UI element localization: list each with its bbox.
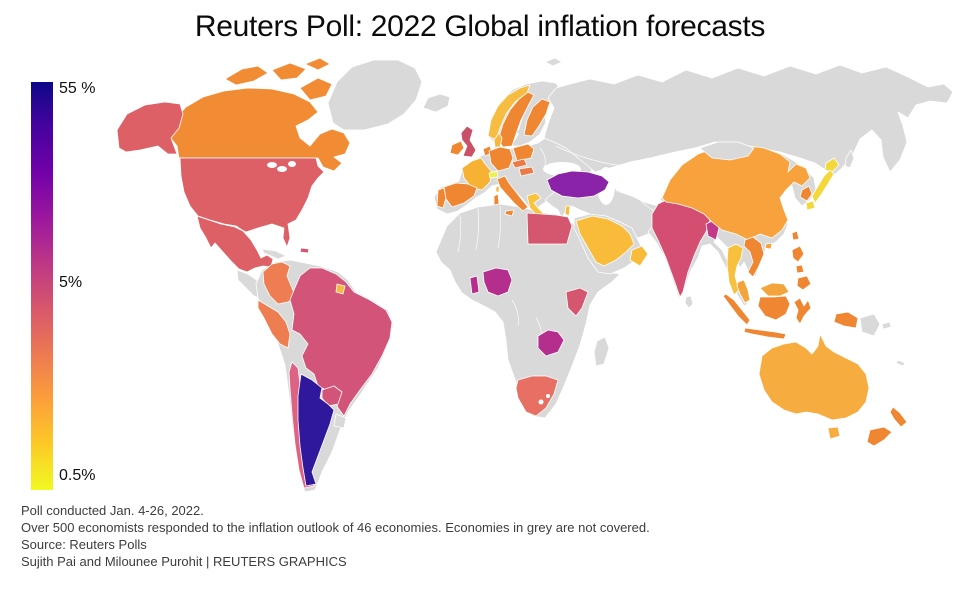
footnote-poll-dates: Poll conducted Jan. 4-26, 2022. xyxy=(21,503,204,518)
landmass-iceland xyxy=(422,93,451,113)
landmass-sri-lanka xyxy=(684,295,694,309)
map-country-kenya xyxy=(565,287,589,317)
covered-countries-layer xyxy=(116,57,908,489)
map-country-new-zealand-south xyxy=(866,426,893,447)
map-country-malaysia-borneo xyxy=(759,282,790,297)
map-country-czechia xyxy=(511,158,528,169)
landmass-new-britain xyxy=(881,321,892,330)
map-country-thailand xyxy=(726,243,744,296)
map-country-denmark xyxy=(493,132,503,148)
map-country-saudi-arabia xyxy=(575,215,635,267)
map-country-greece xyxy=(526,192,545,217)
map-country-paraguay xyxy=(321,385,343,407)
map-country-ireland xyxy=(449,140,465,156)
map-country-germany xyxy=(488,146,514,172)
map-country-corsica xyxy=(495,185,500,193)
sea-great-lakes-3 xyxy=(288,161,296,167)
map-overlay-layer xyxy=(267,141,755,429)
sea-aral xyxy=(630,167,638,177)
map-country-uk xyxy=(460,125,477,158)
footnote-credits: Sujith Pai and Milounee Purohit | REUTER… xyxy=(21,554,347,569)
map-country-tasmania xyxy=(827,426,841,440)
map-country-japan-kyushu xyxy=(805,200,816,211)
map-country-nigeria xyxy=(482,267,513,297)
footnote-source: Source: Reuters Polls xyxy=(21,537,147,552)
map-country-indonesia-sulawesi xyxy=(793,297,812,325)
map-country-japan-hokkaido xyxy=(824,157,840,173)
map-country-sweden xyxy=(497,91,535,148)
landmass-greenland xyxy=(327,59,423,131)
map-country-norway xyxy=(487,84,531,141)
map-country-south-korea xyxy=(799,185,813,202)
landmass-papua-new-guinea xyxy=(859,313,881,337)
map-country-japan-honshu xyxy=(811,169,835,204)
landmass-eswatini xyxy=(546,394,550,398)
map-country-indonesia-sumatra xyxy=(722,293,751,326)
landmass-lesotho xyxy=(538,399,544,405)
map-country-australia xyxy=(758,333,870,421)
map-country-south-africa xyxy=(515,375,559,417)
landmass-uruguay xyxy=(333,413,347,429)
page-title: Reuters Poll: 2022 Global inflation fore… xyxy=(194,10,766,43)
map-country-turkey xyxy=(546,170,610,199)
landmass-madagascar xyxy=(593,336,610,367)
map-country-poland xyxy=(512,143,535,162)
map-country-indonesia-papua xyxy=(833,311,859,329)
map-country-taiwan xyxy=(791,230,800,241)
map-country-ghana xyxy=(469,275,480,295)
map-country-canada-arctic-2 xyxy=(271,62,307,81)
landmass-new-caledonia xyxy=(895,359,906,367)
map-country-israel xyxy=(564,205,571,217)
map-country-dominican-republic xyxy=(299,247,310,254)
map-country-portugal xyxy=(436,187,447,209)
map-country-indonesia-kalimantan xyxy=(757,295,791,321)
landmass-cuba xyxy=(261,248,287,260)
legend-max-label: 55 % xyxy=(59,80,96,97)
map-country-switzerland xyxy=(488,170,499,179)
map-country-philippines-mindanao xyxy=(796,275,812,291)
landmass-russia-siberia xyxy=(543,64,954,177)
map-country-indonesia-java xyxy=(743,327,787,340)
chart-footnotes: Poll conducted Jan. 4-26, 2022. Over 500… xyxy=(21,502,650,570)
map-country-canada-baffin xyxy=(299,77,333,101)
map-country-peru xyxy=(257,299,291,349)
map-country-united-states xyxy=(179,157,325,248)
legend-min-label: 0.5% xyxy=(59,467,96,484)
map-country-canada-arctic-1 xyxy=(224,65,269,86)
landmass-mongolia xyxy=(699,141,755,161)
map-country-argentina xyxy=(297,373,335,487)
map-country-french-guiana xyxy=(335,283,346,295)
map-country-new-zealand-north xyxy=(889,406,908,428)
landmass-svalbard xyxy=(544,57,563,67)
map-country-philippines-luzon xyxy=(791,245,805,263)
sea-great-lakes-2 xyxy=(277,166,287,172)
map-country-brazil xyxy=(289,267,393,417)
map-country-egypt xyxy=(526,212,573,245)
legend-mid-label: 5% xyxy=(59,274,83,291)
sea-great-lakes-1 xyxy=(267,162,277,168)
map-country-uae-oman xyxy=(629,245,649,267)
map-country-sardinia xyxy=(493,193,500,206)
map-country-philippines-visayas xyxy=(795,264,805,274)
footnote-methodology: Over 500 economists responded to the inf… xyxy=(21,520,650,535)
map-country-canada-ellesmere xyxy=(304,57,331,71)
landmass-sakhalin xyxy=(844,149,855,169)
map-country-malaysia-peninsula xyxy=(736,279,751,304)
map-country-alaska xyxy=(116,101,184,155)
map-country-sicily xyxy=(504,209,515,217)
map-country-hungary xyxy=(518,166,535,177)
map-country-mexico xyxy=(196,215,274,273)
legend-gradient-bar xyxy=(31,82,53,490)
map-country-spain xyxy=(443,182,478,208)
map-country-italy xyxy=(496,175,529,212)
map-country-zambia xyxy=(537,329,565,357)
map-country-hainan xyxy=(764,242,773,250)
map-country-vietnam xyxy=(743,236,765,278)
map-country-finland xyxy=(523,98,551,137)
map-country-canada xyxy=(168,87,351,172)
